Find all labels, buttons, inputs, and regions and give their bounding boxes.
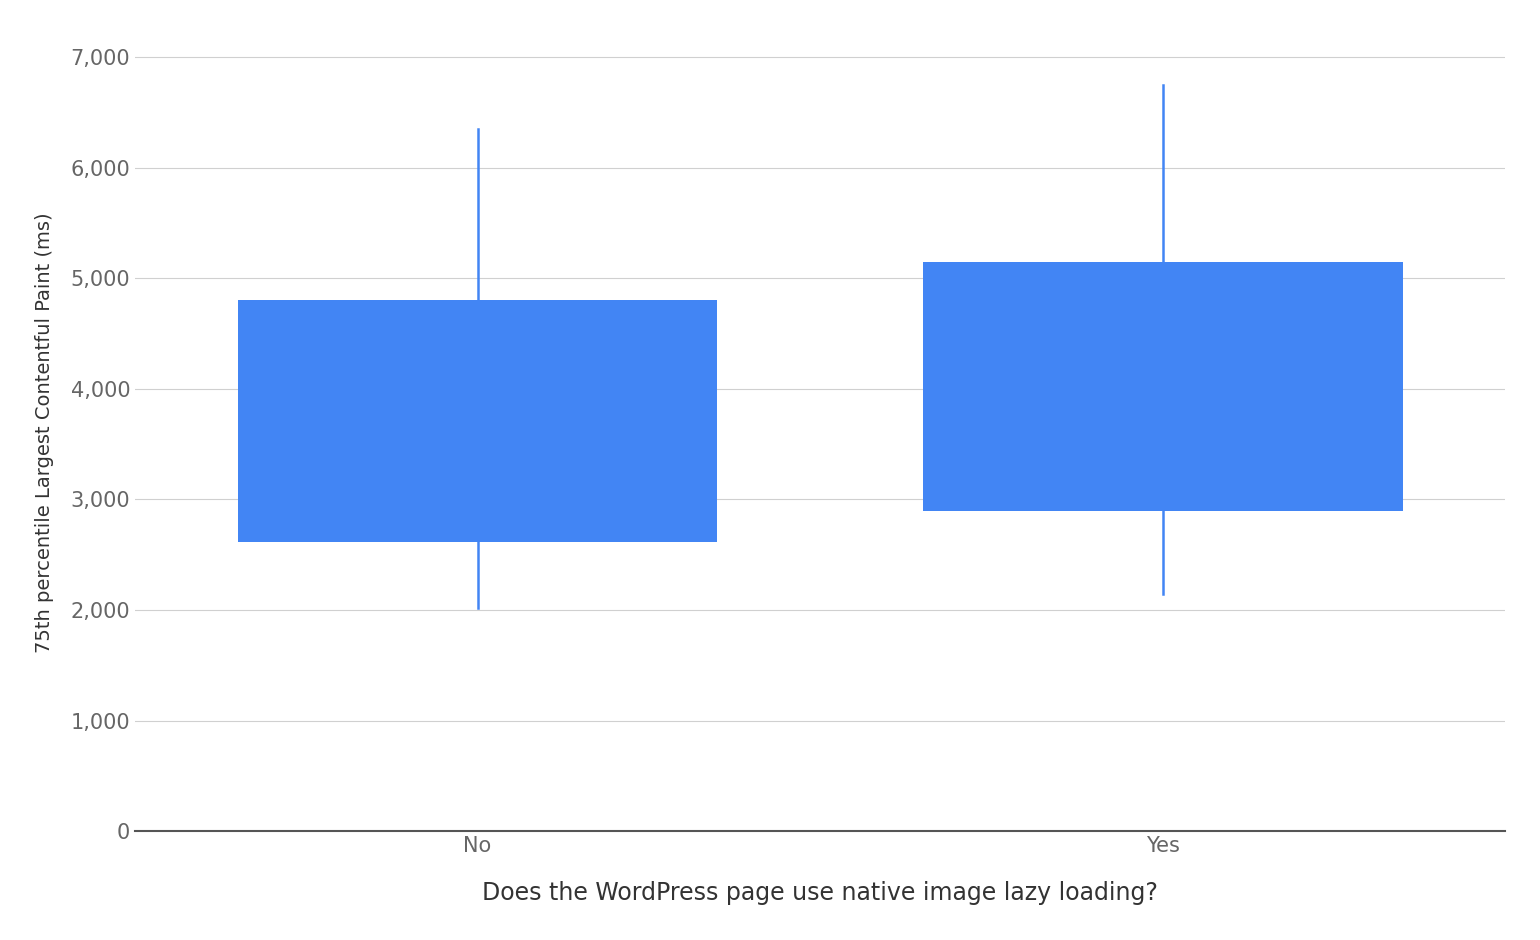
FancyBboxPatch shape [922,261,1403,510]
X-axis label: Does the WordPress page use native image lazy loading?: Does the WordPress page use native image… [482,882,1158,905]
Y-axis label: 75th percentile Largest Contentful Paint (ms): 75th percentile Largest Contentful Paint… [35,212,54,653]
FancyBboxPatch shape [237,300,718,541]
